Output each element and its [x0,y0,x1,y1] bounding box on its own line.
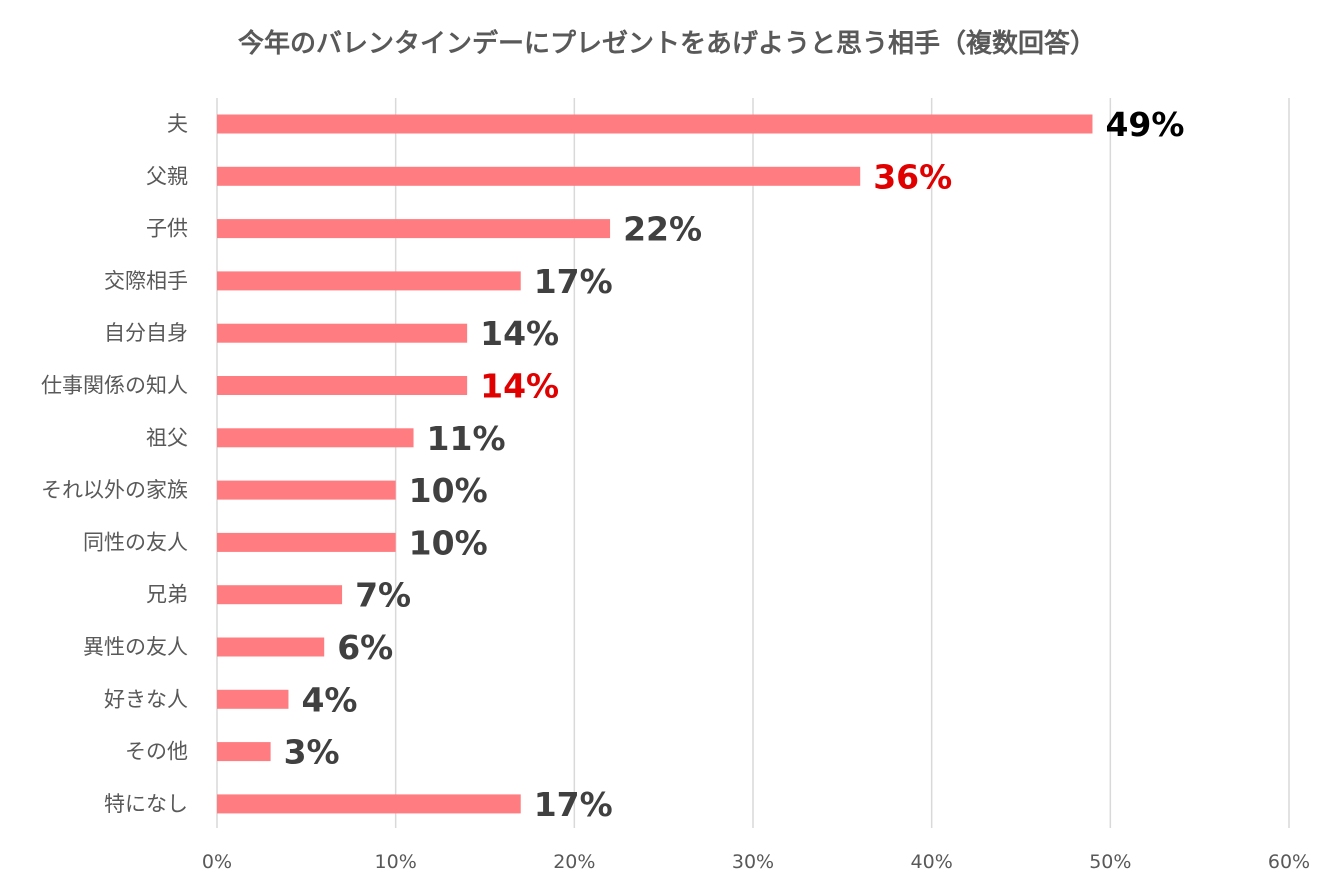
data-label: 3% [284,733,340,772]
x-axis-tick-labels: 0% 10% 20% 30% 40% 50% 60% [202,851,1310,873]
bar [217,271,521,291]
bar [217,480,396,500]
chart-title: 今年のバレンタインデーにプレゼントをあげようと思う相手（複数回答） [238,28,1096,59]
data-label: 7% [355,576,411,615]
bar [217,742,271,762]
x-tick-label: 30% [732,851,774,873]
x-tick-label: 40% [911,851,953,873]
data-labels: 49% 36% 22% 17% 14% 14% 11% 10% 10% 7% 6% 4% 3% 17% [284,105,1185,824]
x-tick-label: 60% [1268,851,1310,873]
data-label: 49% [1105,105,1184,144]
category-label: 特になし [104,792,188,816]
category-label: 父親 [146,164,188,188]
data-label: 17% [534,262,613,301]
x-tick-label: 10% [375,851,417,873]
bar [217,219,611,239]
category-labels: 夫父親子供交際相手自分自身仕事関係の知人祖父それ以外の家族同性の友人兄弟異性の友… [41,112,188,816]
data-label: 22% [623,210,702,249]
bars [217,114,1093,814]
category-label: 祖父 [146,426,188,450]
bar [217,428,414,448]
category-label: 異性の友人 [83,635,188,659]
category-label: それ以外の家族 [41,478,188,502]
category-label: 同性の友人 [83,530,188,554]
data-label: 14% [480,314,559,353]
category-label: 兄弟 [146,583,188,607]
data-label: 6% [337,628,393,667]
data-label: 4% [301,680,357,719]
category-label: 交際相手 [104,269,188,293]
bar [217,585,343,605]
x-tick-label: 0% [202,851,232,873]
x-tick-label: 50% [1089,851,1131,873]
data-label: 17% [534,785,613,824]
bar [217,532,396,552]
data-label: 10% [409,523,488,562]
category-label: 子供 [146,217,188,241]
category-label: その他 [125,740,188,764]
bar [217,637,325,657]
bar [217,689,289,709]
category-label: 夫 [167,112,188,136]
bar [217,376,468,395]
bar [217,794,521,814]
category-label: 好きな人 [104,687,188,711]
data-label: 36% [873,157,952,196]
category-label: 自分自身 [104,321,188,345]
data-label: 10% [409,471,488,510]
data-label: 14% [480,367,559,406]
bar [217,166,861,186]
category-label: 仕事関係の知人 [41,374,188,398]
data-label: 11% [427,419,506,458]
bar [217,323,468,343]
gridlines [216,98,1290,828]
x-tick-label: 20% [553,851,595,873]
bar [217,114,1093,134]
